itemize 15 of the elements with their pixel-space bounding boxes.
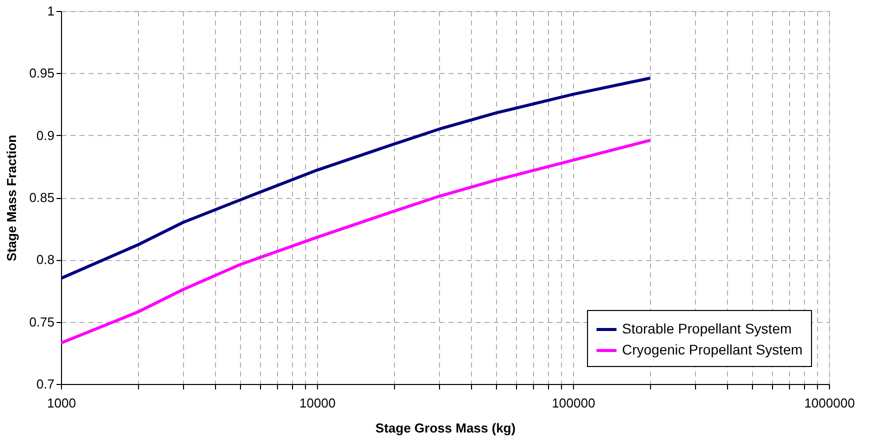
x-tick-label: 10000 [299,396,336,410]
y-axis-title: Stage Mass Fraction [4,134,20,262]
y-tick-label: 0.85 [29,190,54,205]
y-tick-label: 0.8 [36,252,54,268]
x-axis-title: Stage Gross Mass (kg) [375,420,516,436]
x-tick-label: 1000000 [804,396,855,410]
y-tick-label: 0.9 [36,128,54,143]
x-tick-label: 100000 [552,396,596,410]
y-tick-label: 1 [47,4,54,18]
y-tick-label: 0.95 [29,66,54,81]
y-tick-label: 0.75 [29,314,54,330]
x-tick-label: 1000 [47,396,76,410]
legend-label: Storable Propellant System [622,320,792,336]
legend-label: Cryogenic Propellant System [622,342,803,358]
y-tick-label: 0.7 [36,376,54,392]
